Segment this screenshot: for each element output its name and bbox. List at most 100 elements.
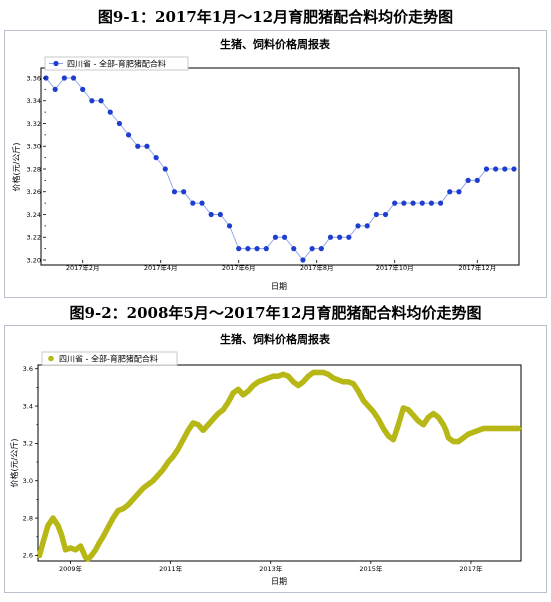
chart-2-y-label: 价格(元/公斤) <box>9 439 19 488</box>
chart-1-data-point <box>199 200 205 206</box>
chart-1-marks <box>43 75 517 263</box>
chart-1-data-point <box>493 166 499 172</box>
chart-1-x-tick-label: 2017年10月 <box>376 263 414 272</box>
chart-1-data-point <box>392 200 398 206</box>
chart-1-data-point <box>162 166 168 172</box>
chart-1-title: 生猪、饲料价格周报表 <box>220 37 331 51</box>
chart-1-data-point <box>291 246 297 252</box>
chart-2-legend-label: 四川省 - 全部-育肥猪配合料 <box>59 354 158 364</box>
chart-1-data-point <box>401 200 407 206</box>
chart-1-data-point <box>281 234 288 240</box>
chart-1-data-point <box>483 166 490 172</box>
chart-1-data-point <box>382 211 389 218</box>
chart-1-y-tick-label: 3.28 <box>27 165 41 173</box>
chart-1-y-tick-label: 3.26 <box>27 188 41 196</box>
chart-1-x-ticks: 2017年2月 2017年4月 2017年6月 2017年8月 2017年10月 2017… <box>66 260 496 272</box>
chart-1-legend-label: 四川省 - 全部-育肥猪配合料 <box>67 59 166 69</box>
chart-1-data-point <box>263 246 269 252</box>
chart-1-y-tick-label: 3.32 <box>27 120 41 128</box>
chart-1-data-point <box>217 211 223 218</box>
chart-1-data-point <box>125 132 132 138</box>
chart-1-y-tick-label: 3.30 <box>27 143 41 151</box>
chart-1-plot-area <box>40 67 520 266</box>
chart-2-title: 生猪、饲料价格周报表 <box>220 332 331 346</box>
chart-1-x-tick-label: 2017年12月 <box>458 263 496 272</box>
figure-1-title: 图9-1：2017年1月～12月育肥猪配合料均价走势图 <box>97 8 454 26</box>
chart-1-data-point <box>346 234 352 240</box>
chart-1-data-point <box>511 166 517 172</box>
chart-1-x-tick-label: 2017年8月 <box>300 263 334 272</box>
chart-1-data-point <box>419 200 425 206</box>
chart-1-data-point <box>272 234 279 240</box>
chart-1-data-point <box>456 189 462 195</box>
chart-1-data-point <box>226 223 233 229</box>
chart-2-y-tick-label: 2.6 <box>23 552 33 560</box>
figure-2-title: 图9-2：2008年5月～2017年12月育肥猪配合料均价走势图 <box>69 304 482 322</box>
chart-2-data-point <box>515 425 522 432</box>
chart-2-legend-marker <box>48 355 54 362</box>
chart-2-legend-box <box>41 351 178 366</box>
chart-1-data-point <box>70 75 77 81</box>
chart-1-data-point <box>309 246 315 252</box>
chart-2-x-tick-label: 2011年 <box>159 564 183 573</box>
chart-1-series-line <box>45 77 514 261</box>
chart-1-data-point <box>410 200 416 206</box>
chart-1-data-point <box>327 234 334 240</box>
chart-1-data-point <box>116 120 123 127</box>
chart-2-x-ticks: 2009年 2011年 2013年 2015年 2017年 <box>59 561 483 573</box>
chart-1-data-point <box>337 234 343 240</box>
chart-1-y-tick-label: 3.34 <box>27 97 41 105</box>
chart-1-data-point <box>355 223 361 229</box>
chart-1-data-point <box>236 246 242 252</box>
chart-2-y-tick-label: 3.6 <box>23 365 33 373</box>
chart-1-data-point <box>437 200 444 206</box>
chart-1-data-point <box>135 143 141 149</box>
chart-1-data-point <box>465 177 471 183</box>
chart-1-y-tick-label: 3.20 <box>27 256 41 264</box>
chart-1-data-point <box>98 98 104 104</box>
chart-2-x-tick-label: 2013年 <box>259 564 283 573</box>
chart-1: 生猪、饲料价格周报表 四川省 - 全部-育肥猪配合料 3.203.223.243… <box>4 30 547 298</box>
chart-1-data-point <box>89 98 95 104</box>
chart-1-data-point <box>61 75 67 81</box>
chart-2-x-tick-label: 2017年 <box>459 564 483 573</box>
chart-2-y-tick-label: 3.2 <box>23 440 33 448</box>
chart-1-data-point <box>208 211 214 218</box>
chart-1-data-point <box>171 189 178 195</box>
chart-1-x-tick-label: 2017年4月 <box>144 263 178 272</box>
chart-1-data-point <box>190 200 196 206</box>
chart-1-data-point <box>107 109 113 115</box>
chart-1-data-point <box>153 155 159 161</box>
chart-2-y-tick-label: 2.8 <box>23 514 33 522</box>
chart-1-x-tick-label: 2017年2月 <box>66 263 100 272</box>
chart-1-y-ticks: 3.20 3.22 3.24 3.26 3.28 3.30 3.32 3.34 3.36 <box>27 74 46 264</box>
chart-1-y-label: 价格(元/公斤) <box>11 143 21 192</box>
chart-1-data-point <box>318 246 324 252</box>
chart-1-data-point <box>447 189 453 195</box>
chart-1-legend-box <box>44 56 189 71</box>
chart-1-data-point <box>254 246 260 252</box>
chart-1-data-point <box>80 86 86 92</box>
chart-2: 生猪、饲料价格周报表 四川省 - 全部-育肥猪配合料 2.6 2.8 3.0 3.2 3… <box>4 325 547 593</box>
chart-1-legend: 四川省 - 全部-育肥猪配合料 <box>44 56 189 71</box>
chart-1-data-point <box>52 86 58 92</box>
chart-2-y-tick-label: 3.4 <box>23 402 33 410</box>
chart-1-data-point <box>300 257 306 263</box>
chart-1-data-point <box>364 223 370 229</box>
chart-1-data-point <box>144 143 150 149</box>
chart-1-data-point <box>373 211 379 218</box>
chart-1-y-tick-label: 3.22 <box>27 234 41 242</box>
chart-1-legend-marker <box>53 60 59 67</box>
chart-1-y-tick-label: 3.24 <box>27 211 41 219</box>
chart-2-legend: 四川省 - 全部-育肥猪配合料 <box>41 351 178 366</box>
chart-2-plot-area <box>37 364 522 562</box>
chart-2-x-tick-label: 2009年 <box>59 564 83 573</box>
chart-1-data-point <box>245 246 251 252</box>
chart-1-data-point <box>428 200 435 206</box>
chart-2-marks <box>36 369 522 562</box>
chart-1-data-point <box>502 166 508 172</box>
chart-2-y-ticks: 2.6 2.8 3.0 3.2 3.4 3.6 <box>23 365 38 560</box>
chart-1-x-label: 日期 <box>271 282 287 291</box>
chart-1-y-tick-label: 3.36 <box>27 74 41 82</box>
chart-1-x-tick-label: 2017年6月 <box>222 263 256 272</box>
